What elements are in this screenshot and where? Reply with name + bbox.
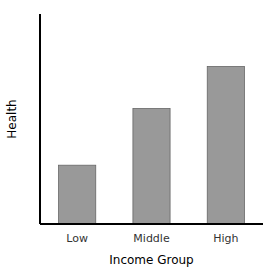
- x-tick-label: Middle: [133, 232, 170, 245]
- bars: [59, 67, 245, 225]
- x-tick-label: Low: [66, 232, 88, 245]
- bar: [59, 165, 96, 224]
- x-axis-line: [40, 223, 263, 225]
- y-axis-label: Health: [5, 99, 19, 138]
- bar: [207, 67, 244, 225]
- y-axis-line: [39, 14, 41, 224]
- x-tick-label: High: [213, 232, 238, 245]
- chart: Low Middle High Income Group Health: [0, 0, 275, 276]
- x-axis-label: Income Group: [109, 253, 194, 267]
- bar: [133, 109, 170, 225]
